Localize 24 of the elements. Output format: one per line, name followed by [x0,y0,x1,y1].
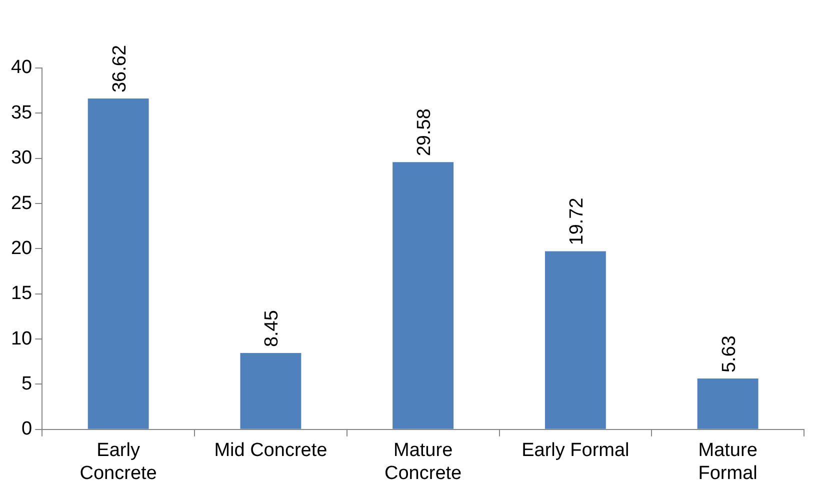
x-tick-label: Mid Concrete [214,440,328,462]
bar [240,353,302,429]
y-tick-label: 25 [10,192,32,214]
y-tick-label: 10 [10,328,32,350]
x-tick-label: Mature Concrete [384,440,462,484]
data-label: 8.45 [262,310,283,348]
x-tick-label: Early Formal [522,440,630,462]
y-tick-label: 5 [22,373,32,394]
bar [392,162,454,429]
y-tick-label: 20 [10,238,32,259]
y-tick-label: 30 [10,148,32,169]
bar [88,98,149,429]
y-tick-label: 0 [22,418,32,440]
data-label: 29.58 [414,108,436,156]
y-tick-label: 15 [10,283,32,304]
data-label: 19.72 [566,198,588,246]
bar [544,251,606,429]
x-tick-label: Early Concrete [80,440,157,484]
data-label: 5.63 [718,336,740,373]
data-label: 36.62 [109,44,130,93]
y-tick-label: 35 [10,102,32,124]
x-tick-label: Mature Formal [698,440,758,484]
bar [697,378,758,429]
y-tick-label: 40 [10,57,32,78]
